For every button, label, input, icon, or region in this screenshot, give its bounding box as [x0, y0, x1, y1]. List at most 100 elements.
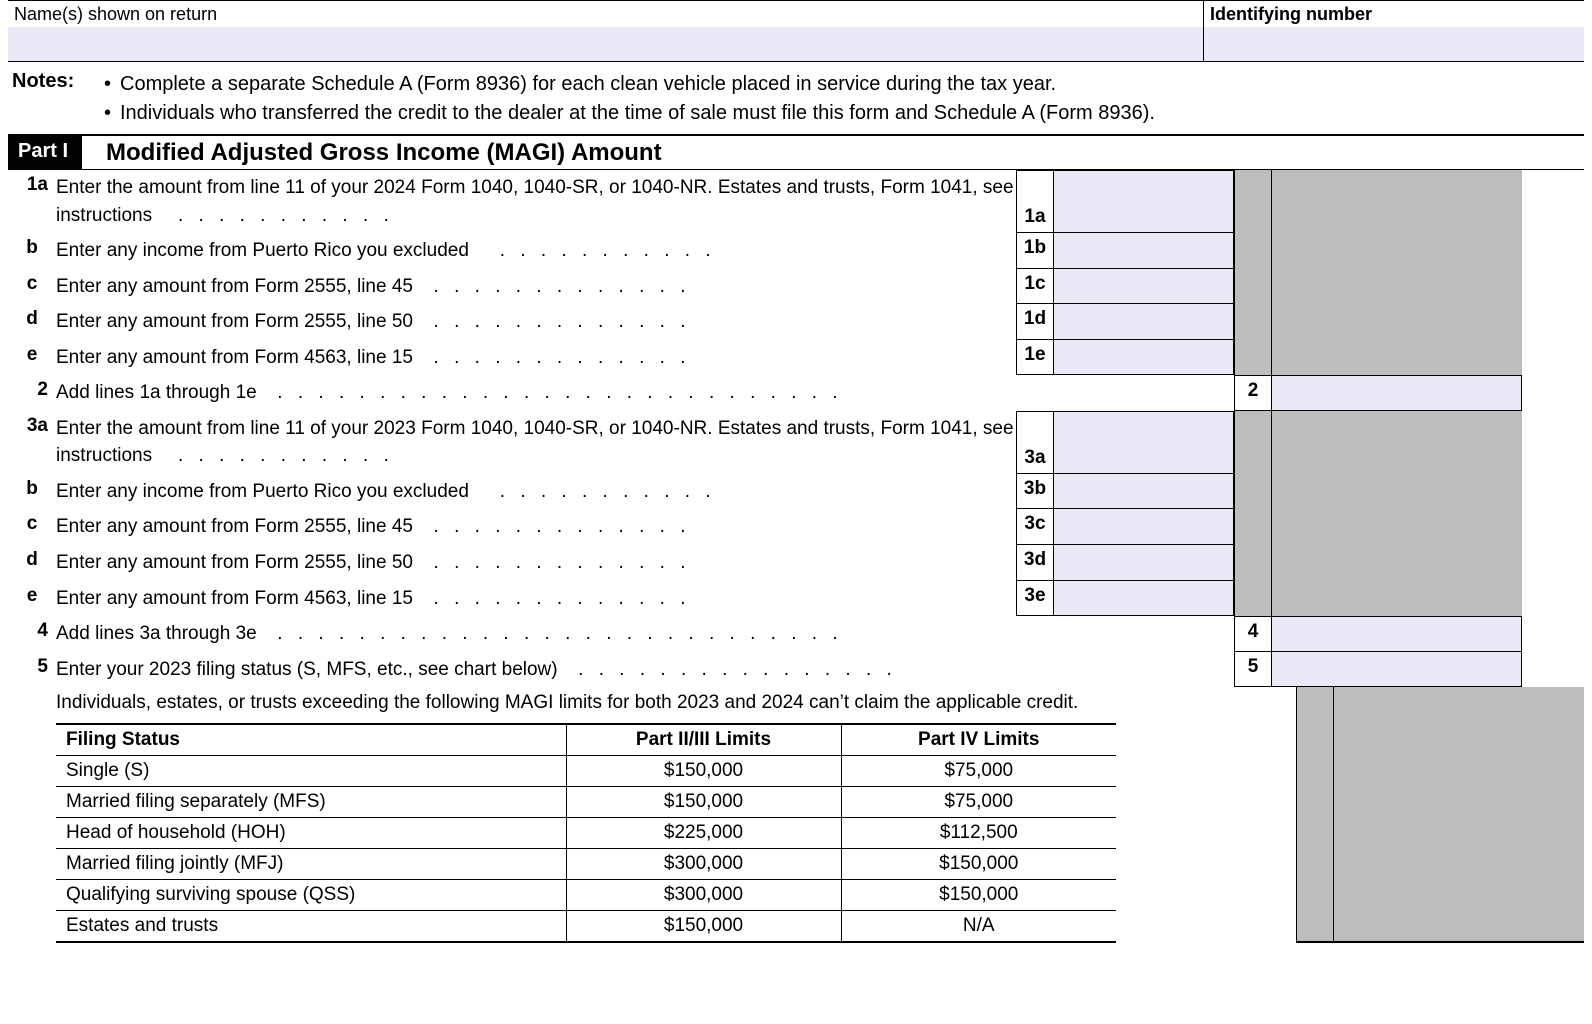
box-input-2[interactable]	[1272, 375, 1522, 411]
grey-spacer	[1234, 340, 1272, 376]
id-cell: Identifying number	[1204, 1, 1584, 61]
box-label: 5	[1234, 652, 1272, 688]
table-row: Single (S)$150,000$75,000	[56, 755, 1116, 786]
note-text: Complete a separate Schedule A (Form 893…	[120, 73, 1056, 95]
box-label: 3a	[1016, 411, 1054, 474]
col-header: Part IV Limits	[841, 724, 1116, 756]
box-label: 1b	[1016, 233, 1054, 269]
grey-spacer	[1272, 304, 1522, 340]
box-label: 3c	[1016, 509, 1054, 545]
limits-content: Individuals, estates, or trusts exceedin…	[56, 687, 1296, 943]
line-num: b	[8, 474, 56, 510]
grey-spacer	[1272, 474, 1522, 510]
grey-spacer	[1272, 545, 1522, 581]
grey-spacer	[1234, 411, 1272, 474]
grey-spacer	[1272, 170, 1522, 233]
lines-grid: 1a Enter the amount from line 11 of your…	[8, 170, 1584, 687]
table-row: Qualifying surviving spouse (QSS)$300,00…	[56, 879, 1116, 910]
box-label: 1d	[1016, 304, 1054, 340]
box-input-3d[interactable]	[1054, 545, 1234, 581]
box-label: 1a	[1016, 170, 1054, 233]
line-num: 2	[8, 375, 56, 411]
grey-spacer	[1272, 581, 1522, 617]
line-text: Enter the amount from line 11 of your 20…	[56, 411, 1016, 474]
line-text: Enter the amount from line 11 of your 20…	[56, 170, 1016, 233]
form-container: Name(s) shown on return Identifying numb…	[0, 0, 1592, 943]
line-num: 3a	[8, 411, 56, 474]
limits-tbody: Single (S)$150,000$75,000 Married filing…	[56, 755, 1116, 942]
col-header: Part II/III Limits	[566, 724, 841, 756]
line-num: c	[8, 509, 56, 545]
box-input-3a[interactable]	[1054, 411, 1234, 474]
notes-section: Notes: •Complete a separate Schedule A (…	[8, 62, 1584, 136]
grey-spacer	[1234, 170, 1272, 233]
box-input-1a[interactable]	[1054, 170, 1234, 233]
line-text: Enter any income from Puerto Rico you ex…	[56, 474, 1016, 510]
grey-spacer	[1272, 411, 1522, 474]
id-label: Identifying number	[1204, 1, 1584, 27]
line-num: 1a	[8, 170, 56, 233]
grey-spacer	[1234, 509, 1272, 545]
part-header: Part I Modified Adjusted Gross Income (M…	[8, 136, 1584, 170]
grey-spacer	[1272, 269, 1522, 305]
grey-spacer	[1296, 687, 1334, 943]
line-text: Enter any amount from Form 2555, line 45…	[56, 269, 1016, 305]
line-text: Add lines 1a through 1e . . . . . . . . …	[56, 375, 1234, 411]
grey-spacer	[1234, 233, 1272, 269]
limits-section: Individuals, estates, or trusts exceedin…	[8, 687, 1584, 943]
box-input-1c[interactable]	[1054, 269, 1234, 305]
grey-spacer	[1272, 233, 1522, 269]
table-row: Married filing jointly (MFJ)$300,000$150…	[56, 848, 1116, 879]
line-text: Enter any amount from Form 2555, line 50…	[56, 545, 1016, 581]
name-cell: Name(s) shown on return	[8, 1, 1204, 61]
line-text: Enter any amount from Form 2555, line 45…	[56, 509, 1016, 545]
box-label: 1e	[1016, 340, 1054, 376]
notes-body: •Complete a separate Schedule A (Form 89…	[104, 70, 1580, 128]
grey-spacer	[1234, 545, 1272, 581]
grey-spacer	[1334, 687, 1584, 943]
box-input-4[interactable]	[1272, 616, 1522, 652]
table-row: Estates and trusts$150,000N/A	[56, 910, 1116, 942]
box-input-3e[interactable]	[1054, 581, 1234, 617]
line-num: 4	[8, 616, 56, 652]
limits-table: Filing Status Part II/III Limits Part IV…	[56, 723, 1116, 943]
grey-spacer	[1272, 340, 1522, 376]
box-label: 3b	[1016, 474, 1054, 510]
grey-spacer	[1234, 304, 1272, 340]
box-input-1e[interactable]	[1054, 340, 1234, 376]
box-input-1b[interactable]	[1054, 233, 1234, 269]
line-text: Enter any income from Puerto Rico you ex…	[56, 233, 1016, 269]
line-num: 5	[8, 652, 56, 688]
part-pill: Part I	[8, 136, 82, 169]
line-text: Enter any amount from Form 4563, line 15…	[56, 581, 1016, 617]
col-header: Filing Status	[56, 724, 566, 756]
grey-spacer	[1272, 509, 1522, 545]
line-num: b	[8, 233, 56, 269]
box-label: 2	[1234, 375, 1272, 411]
id-input[interactable]	[1204, 27, 1584, 61]
grey-spacer	[1234, 269, 1272, 305]
box-input-3b[interactable]	[1054, 474, 1234, 510]
box-label: 3e	[1016, 581, 1054, 617]
name-label: Name(s) shown on return	[8, 1, 1203, 27]
notes-label: Notes:	[12, 70, 104, 128]
line-text: Enter any amount from Form 2555, line 50…	[56, 304, 1016, 340]
box-input-3c[interactable]	[1054, 509, 1234, 545]
line-num: d	[8, 304, 56, 340]
header-row: Name(s) shown on return Identifying numb…	[8, 0, 1584, 62]
line-text: Enter any amount from Form 4563, line 15…	[56, 340, 1016, 376]
table-row: Head of household (HOH)$225,000$112,500	[56, 817, 1116, 848]
line-text: Add lines 3a through 3e . . . . . . . . …	[56, 616, 1234, 652]
box-label: 3d	[1016, 545, 1054, 581]
note-item: •Complete a separate Schedule A (Form 89…	[104, 70, 1580, 99]
note-text: Individuals who transferred the credit t…	[120, 102, 1155, 124]
line-num: e	[8, 340, 56, 376]
name-input[interactable]	[8, 27, 1203, 61]
part-title: Modified Adjusted Gross Income (MAGI) Am…	[106, 139, 662, 167]
box-input-5[interactable]	[1272, 652, 1522, 688]
line-num: e	[8, 581, 56, 617]
line-num: c	[8, 269, 56, 305]
line-text: Enter your 2023 filing status (S, MFS, e…	[56, 652, 1234, 688]
grey-spacer	[1234, 581, 1272, 617]
box-input-1d[interactable]	[1054, 304, 1234, 340]
